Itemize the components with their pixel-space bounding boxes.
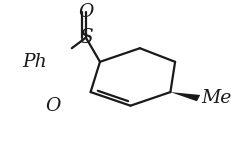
- Polygon shape: [170, 92, 200, 101]
- Text: S: S: [79, 28, 93, 47]
- Text: O: O: [78, 3, 94, 21]
- Text: O: O: [45, 97, 61, 115]
- Text: Ph: Ph: [22, 53, 47, 71]
- Text: Me: Me: [201, 89, 231, 107]
